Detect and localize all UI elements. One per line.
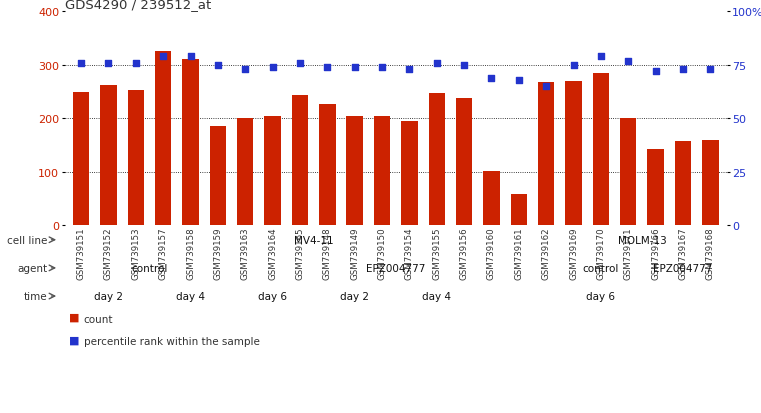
Bar bbox=[264, 116, 281, 225]
Bar bbox=[483, 171, 500, 225]
Point bbox=[349, 64, 361, 71]
Point bbox=[431, 60, 443, 67]
Point bbox=[403, 66, 416, 73]
Bar bbox=[401, 121, 418, 225]
Point bbox=[129, 60, 142, 67]
Text: control: control bbox=[583, 263, 619, 273]
Point bbox=[376, 64, 388, 71]
Text: day 6: day 6 bbox=[587, 291, 616, 301]
Point bbox=[650, 69, 662, 75]
Text: MV4-11: MV4-11 bbox=[294, 235, 333, 245]
Point bbox=[103, 60, 115, 67]
Bar bbox=[346, 116, 363, 225]
Point bbox=[157, 54, 169, 60]
Text: EPZ004777: EPZ004777 bbox=[366, 263, 425, 273]
Bar bbox=[593, 74, 609, 225]
Bar bbox=[702, 140, 718, 225]
Point bbox=[704, 66, 716, 73]
Bar bbox=[73, 93, 89, 225]
Text: count: count bbox=[84, 314, 113, 324]
Bar bbox=[428, 93, 445, 225]
Bar bbox=[155, 52, 171, 225]
Text: agent: agent bbox=[18, 263, 47, 273]
Text: MOLM-13: MOLM-13 bbox=[618, 235, 667, 245]
Text: time: time bbox=[24, 291, 47, 301]
Point bbox=[184, 54, 196, 60]
Point bbox=[568, 62, 580, 69]
Text: day 2: day 2 bbox=[340, 291, 369, 301]
Bar bbox=[319, 105, 336, 225]
Bar bbox=[565, 82, 581, 225]
Text: day 4: day 4 bbox=[422, 291, 451, 301]
Text: GDS4290 / 239512_at: GDS4290 / 239512_at bbox=[65, 0, 211, 11]
Bar bbox=[374, 116, 390, 225]
Point bbox=[677, 66, 689, 73]
Bar bbox=[237, 119, 253, 225]
Bar bbox=[648, 150, 664, 225]
Bar bbox=[456, 99, 473, 225]
Point bbox=[486, 75, 498, 82]
Point bbox=[595, 54, 607, 60]
Bar bbox=[675, 141, 691, 225]
Text: percentile rank within the sample: percentile rank within the sample bbox=[84, 337, 260, 347]
Bar bbox=[210, 127, 226, 225]
Point bbox=[239, 66, 251, 73]
Point bbox=[294, 60, 306, 67]
Bar bbox=[620, 119, 636, 225]
Text: control: control bbox=[132, 263, 167, 273]
Point bbox=[266, 64, 279, 71]
Bar bbox=[291, 96, 308, 225]
Text: day 4: day 4 bbox=[176, 291, 205, 301]
Text: day 6: day 6 bbox=[258, 291, 287, 301]
Point bbox=[212, 62, 224, 69]
Bar bbox=[538, 83, 555, 225]
Bar bbox=[128, 91, 144, 225]
Text: ■: ■ bbox=[68, 312, 79, 322]
Point bbox=[540, 84, 552, 90]
Point bbox=[513, 77, 525, 84]
Bar bbox=[511, 195, 527, 225]
Point bbox=[622, 58, 635, 65]
Point bbox=[458, 62, 470, 69]
Text: ■: ■ bbox=[68, 335, 79, 344]
Text: EPZ004777: EPZ004777 bbox=[653, 263, 712, 273]
Point bbox=[321, 64, 333, 71]
Text: day 2: day 2 bbox=[94, 291, 123, 301]
Text: cell line: cell line bbox=[7, 235, 47, 245]
Point bbox=[75, 60, 88, 67]
Bar bbox=[100, 86, 116, 225]
Bar bbox=[183, 60, 199, 225]
